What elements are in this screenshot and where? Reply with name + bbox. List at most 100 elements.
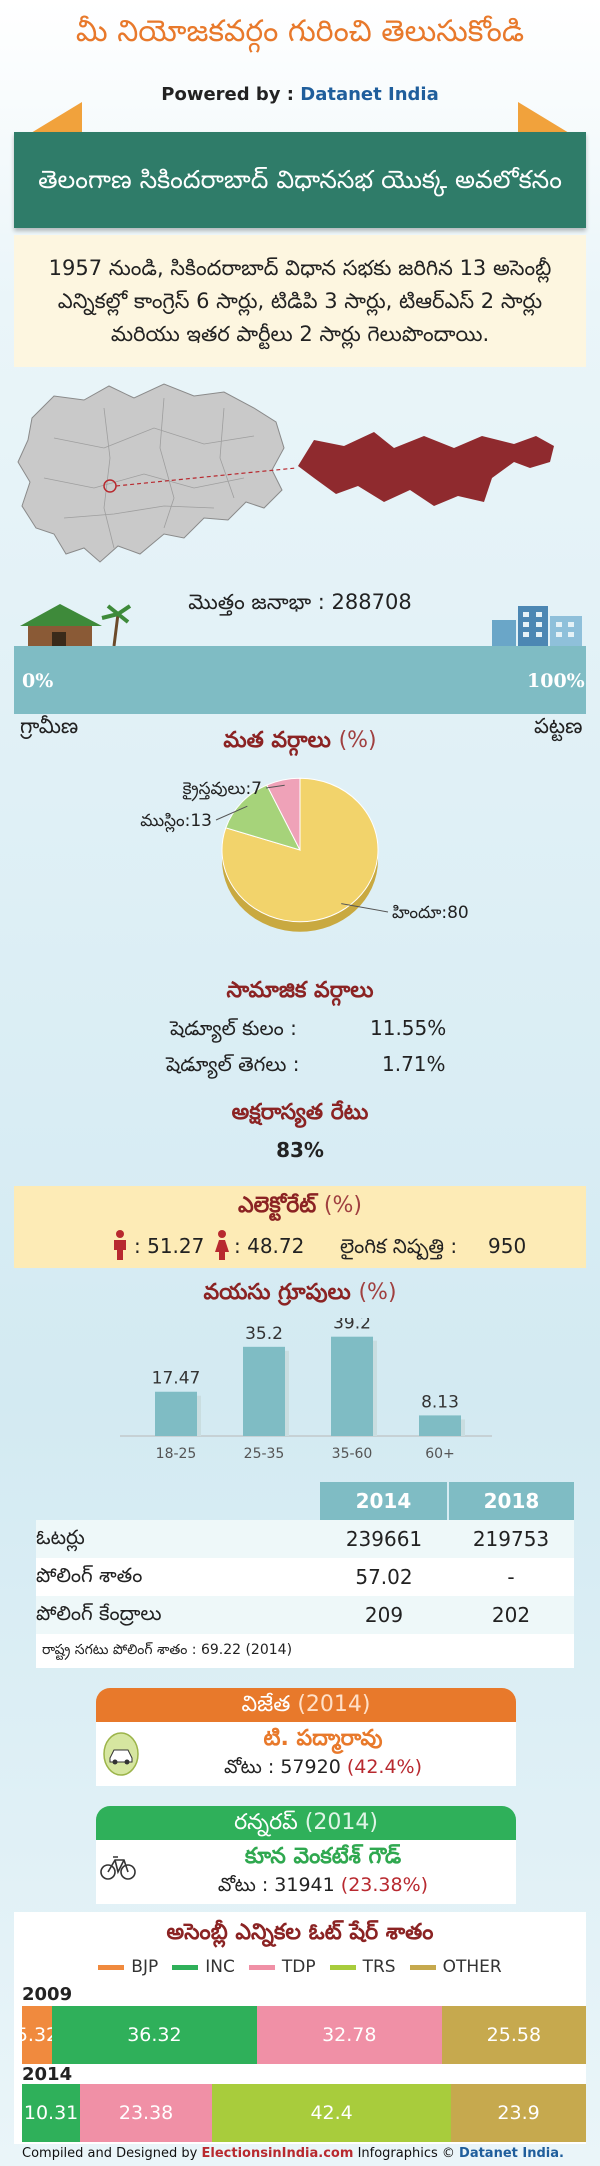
legend-item: INC <box>172 1957 235 1977</box>
age-groups-title-text: వయసు గ్రూపులు <box>203 1280 351 1305</box>
rural-label: గ్రామీణ <box>20 714 79 738</box>
vote-share-title: అసెంబ్లీ ఎన్నికల ఓట్ షేర్ శాతం <box>166 1920 434 1945</box>
pie-slice <box>266 777 301 851</box>
population: మొత్తం జనాభా : 288708 <box>0 590 600 620</box>
vote-share-segment-inc: 36.32 <box>52 2006 257 2064</box>
sex-ratio-label: లైంగిక నిష్పత్తి : <box>340 1234 458 1258</box>
district-lines <box>43 397 255 549</box>
runner-up-name: కూన వెంకటేశ్ గౌడ్ <box>244 1844 402 1869</box>
age-category-label: 35-60 <box>332 1446 373 1462</box>
pie-slice <box>225 784 301 851</box>
urban-percent: 100% <box>527 670 585 692</box>
legend-label: OTHER <box>442 1957 502 1977</box>
vote-share-segment-other: 23.9 <box>451 2084 586 2142</box>
female-icon <box>215 1230 229 1260</box>
age-bar <box>243 1346 285 1436</box>
overview-title: తెలంగాణ సికిందరాబాద్ విధానసభ యొక్క అవలోక… <box>38 165 562 194</box>
table-row: పోలింగ్ శాతం 57.02 - <box>36 1558 574 1596</box>
table-note: రాష్ట్ర సగటు పోలింగ్ శాతం : 69.22 (2014) <box>36 1634 574 1668</box>
footer-brand: Datanet India. <box>459 2146 564 2161</box>
urban-rural-bar <box>14 646 586 714</box>
age-groups-bar-chart: 17.47 18-25 35.2 25-35 39.2 35-60 8.13 60+ <box>120 1318 492 1462</box>
legend-item: BJP <box>98 1957 158 1977</box>
vote-share-legend: BJP INC TDP TRS OTHER <box>0 1957 600 1977</box>
age-bar-value-label: 35.2 <box>245 1324 283 1344</box>
literacy-value: 83% <box>276 1138 324 1162</box>
legend-swatch <box>409 1964 436 1970</box>
male-icon <box>114 1230 126 1260</box>
runner-up-title: రన్నరప్ <box>234 1810 298 1835</box>
age-category-label: 60+ <box>425 1446 455 1462</box>
legend-swatch <box>329 1964 356 1970</box>
table-row: పోలింగ్ కేంద్రాలు 209 202 <box>36 1596 574 1634</box>
age-bar <box>419 1415 461 1436</box>
row-value-2014: 209 <box>364 1603 404 1627</box>
sex-ratio-value: 950 <box>488 1234 527 1258</box>
pie-leader-line <box>341 903 389 913</box>
female-percent: : 48.72 <box>234 1234 305 1258</box>
vote-share-segment-other: 25.58 <box>441 2006 586 2064</box>
population-label: మొత్తం జనాభా : <box>188 590 325 614</box>
legend-item: TDP <box>248 1957 316 1977</box>
runner-up-votes-pct: (23.38%) <box>340 1874 429 1896</box>
urban-label: పట్టణ <box>534 714 583 738</box>
legend-item: OTHER <box>409 1957 502 1977</box>
table-row: ఓటర్లు 239661 219753 <box>36 1520 574 1558</box>
powered-by-label: Powered by : <box>161 84 294 105</box>
st-label: షెడ్యూల్ తెగలు : <box>166 1052 300 1076</box>
vote-share-bar-2014: 10.31 23.38 42.4 23.9 <box>22 2084 586 2142</box>
electorate-unit: (%) <box>323 1193 362 1218</box>
age-category-label: 25-35 <box>244 1446 285 1462</box>
summary-text: 1957 నుండి, సికిందరాబాద్ విధాన సభకు జరిగ… <box>48 255 552 346</box>
age-bar-value-label: 39.2 <box>333 1318 371 1334</box>
religion-title-text: మత వర్గాలు <box>223 728 331 753</box>
age-bar-value-label: 17.47 <box>152 1369 201 1389</box>
winner-votes-pct: (42.4%) <box>346 1756 423 1778</box>
legend-label: TRS <box>362 1957 396 1977</box>
age-bar <box>155 1391 197 1436</box>
legend-swatch <box>248 1964 275 1970</box>
winner-header: విజేత (2014) <box>96 1688 516 1722</box>
row-value-2014: 57.02 <box>355 1565 413 1589</box>
row-value-2018: - <box>507 1565 515 1589</box>
age-bar-value-label: 8.13 <box>421 1392 459 1412</box>
pie-leader-line <box>265 784 285 789</box>
age-groups-unit: (%) <box>358 1280 397 1305</box>
powered-by: Powered by : Datanet India <box>0 84 600 105</box>
electorate-title-text: ఎలెక్టోరేట్ <box>237 1193 317 1218</box>
vote-share-segment-trs: 42.4 <box>212 2084 452 2142</box>
vote-share-segment-inc: 10.31 <box>22 2084 81 2142</box>
year-label-2009: 2009 <box>22 1984 73 2005</box>
runner-up-header: రన్నరప్ (2014) <box>96 1806 516 1840</box>
vote-share-segment-bjp: 5.32 <box>22 2006 52 2064</box>
pie-leader-line <box>215 805 248 821</box>
telangana-map-illustration <box>17 383 554 563</box>
page-title: మీ నియోజకవర్గం గురించి తెలుసుకోండి <box>75 14 525 49</box>
age-bar <box>331 1336 373 1436</box>
legend-label: INC <box>205 1957 235 1977</box>
age-groups-title: వయసు గ్రూపులు (%) <box>0 1280 600 1310</box>
winner-votes: వోటు : 57920 (42.4%) <box>130 1756 516 1783</box>
table-header-2014: 2014 <box>319 1482 447 1520</box>
bicycle-symbol-icon <box>100 1856 136 1880</box>
row-value-2018: 219753 <box>472 1527 550 1551</box>
row-label: పోలింగ్ శాతం <box>36 1562 143 1587</box>
vote-share-segment-tdp: 23.38 <box>80 2084 213 2142</box>
religion-title: మత వర్గాలు (%) <box>0 728 600 758</box>
table-header-2018: 2018 <box>448 1482 574 1520</box>
sc-label: షెడ్యూల్ కులం : <box>170 1016 297 1040</box>
vote-share-segment-tdp: 32.78 <box>256 2006 442 2064</box>
runner-up-box <box>96 1840 516 1904</box>
st-value: 1.71% <box>382 1052 446 1076</box>
ribbon-left-decoration <box>26 102 82 136</box>
legend-label: TDP <box>281 1957 316 1977</box>
rural-hut-illustration <box>20 604 132 647</box>
runner-up-votes-label: వోటు : 31941 <box>217 1874 335 1896</box>
overview-banner: తెలంగాణ సికిందరాబాద్ విధానసభ యొక్క అవలోక… <box>14 132 586 228</box>
electorate-box <box>14 1186 586 1268</box>
state-map-shape <box>17 383 285 563</box>
footer: Compiled and Designed by ElectionsinIndi… <box>22 2146 592 2161</box>
footer-compiled: Compiled and Designed by <box>22 2146 198 2161</box>
